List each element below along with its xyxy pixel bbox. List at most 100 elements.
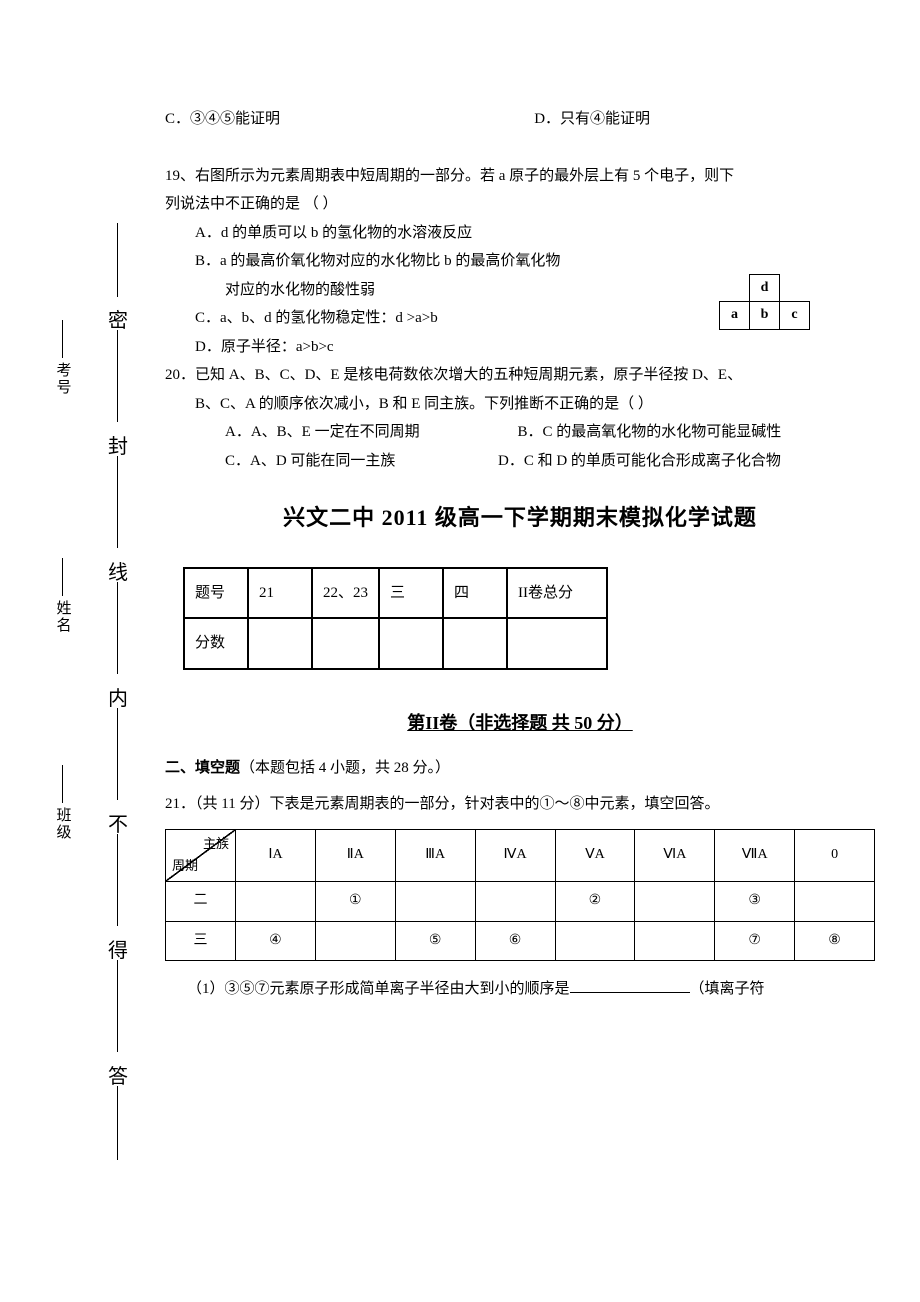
- grid-cell-b: b: [750, 302, 780, 330]
- cell: [795, 881, 875, 921]
- q21-sub1-text-b: （填离子符: [690, 981, 765, 997]
- q21-periodic-table: 主族 周期 ⅠA ⅡA ⅢA ⅣA ⅤA ⅥA ⅦA 0 二 ① ② ③ 三 ④: [165, 829, 875, 961]
- q20-option-c: C．A、D 可能在同一主族: [225, 447, 498, 476]
- col-header: 0: [795, 829, 875, 881]
- q18-option-c: C．③④⑤能证明: [165, 105, 534, 134]
- col-header: ⅥA: [635, 829, 715, 881]
- q19-option-a: A．d 的单质可以 b 的氢化物的水溶液反应: [165, 219, 875, 248]
- answer-blank: [570, 978, 690, 993]
- cell: [395, 881, 475, 921]
- col-header: ⅣA: [475, 829, 555, 881]
- q18-options-row: C．③④⑤能证明 D．只有④能证明: [165, 105, 875, 134]
- margin-label-class: 班级: [48, 765, 77, 841]
- score-cell: [312, 618, 379, 669]
- header-cell: 三: [379, 568, 443, 619]
- q19-option-d: D．原子半径：a>b>c: [165, 333, 875, 362]
- diagonal-header-cell: 主族 周期: [166, 829, 236, 881]
- cell: ②: [555, 881, 635, 921]
- col-header: ⅡA: [315, 829, 395, 881]
- score-cell: [379, 618, 443, 669]
- seal-char: 内: [108, 680, 128, 718]
- table-row: 分数: [184, 618, 607, 669]
- q19-block: 19、右图所示为元素周期表中短周期的一部分。若 a 原子的最外层上有 5 个电子…: [165, 162, 875, 362]
- table-row: 二 ① ② ③: [166, 881, 875, 921]
- cell: [635, 881, 715, 921]
- seal-char: 线: [108, 554, 128, 592]
- period-label: 三: [166, 921, 236, 961]
- grid-cell-empty: [780, 274, 810, 302]
- cell: [236, 881, 316, 921]
- diag-top-label: 主族: [203, 832, 229, 857]
- q20-option-a: A．A、B、E 一定在不同周期: [225, 418, 518, 447]
- underline: [62, 320, 63, 358]
- seal-line: [117, 708, 118, 800]
- fill-blank-label: 二、填空题: [165, 760, 240, 776]
- period-label: 二: [166, 881, 236, 921]
- seal-line: [117, 960, 118, 1052]
- seal-line: [117, 456, 118, 548]
- q20-block: 20．已知 A、B、C、D、E 是核电荷数依次增大的五种短周期元素，原子半径按 …: [165, 361, 875, 475]
- score-cell: [507, 618, 607, 669]
- q19-stem-line2: 列说法中不正确的是 （ ）: [165, 190, 875, 219]
- cell: ⑧: [795, 921, 875, 961]
- header-cell: 22、23: [312, 568, 379, 619]
- col-header: ⅦA: [715, 829, 795, 881]
- cell: [555, 921, 635, 961]
- label-text: 姓名: [48, 600, 77, 634]
- cell: [635, 921, 715, 961]
- underline: [62, 765, 63, 803]
- q21-stem: 21．（共 11 分）下表是元素周期表的一部分，针对表中的①～⑧中元素，填空回答…: [165, 790, 875, 819]
- q21-sub1-text-a: （1）③⑤⑦元素原子形成简单离子半径由大到小的顺序是: [187, 981, 570, 997]
- cell: ①: [315, 881, 395, 921]
- grid-cell-c: c: [780, 302, 810, 330]
- col-header: ⅠA: [236, 829, 316, 881]
- grid-cell-empty: [720, 274, 750, 302]
- cell: ⑦: [715, 921, 795, 961]
- table-row: 主族 周期 ⅠA ⅡA ⅢA ⅣA ⅤA ⅥA ⅦA 0: [166, 829, 875, 881]
- grid-cell-d: d: [750, 274, 780, 302]
- fill-blank-note: （本题包括 4 小题，共 28 分。）: [240, 760, 450, 776]
- seal-char: 答: [108, 1058, 128, 1096]
- seal-char: 密: [108, 302, 128, 340]
- q19-option-b-line1: B．a 的最高价氧化物对应的水化物比 b 的最高价氧化物: [165, 247, 875, 276]
- score-cell: [443, 618, 507, 669]
- header-cell: 21: [248, 568, 312, 619]
- q20-stem-line2: B、C、A 的顺序依次减小，B 和 E 同主族。下列推断不正确的是（ ）: [165, 390, 875, 419]
- diag-bot-label: 周期: [172, 854, 198, 879]
- underline: [62, 558, 63, 596]
- col-header: ⅤA: [555, 829, 635, 881]
- cell: ③: [715, 881, 795, 921]
- exam-title: 兴文二中 2011 级高一下学期期末模拟化学试题: [165, 497, 875, 539]
- margin-label-name: 姓名: [48, 558, 77, 634]
- fill-blank-heading: 二、填空题（本题包括 4 小题，共 28 分。）: [165, 754, 875, 783]
- table-row: 题号 21 22、23 三 四 II卷总分: [184, 568, 607, 619]
- seal-char: 得: [108, 932, 128, 970]
- table-row: 三 ④ ⑤ ⑥ ⑦ ⑧: [166, 921, 875, 961]
- seal-line: [117, 834, 118, 926]
- seal-line: [117, 582, 118, 674]
- seal-char: 不: [108, 806, 128, 844]
- q21-sub1: （1）③⑤⑦元素原子形成简单离子半径由大到小的顺序是 （填离子符: [165, 975, 875, 1004]
- margin-label-exam-number: 考号: [48, 320, 77, 396]
- cell: ④: [236, 921, 316, 961]
- score-label-cell: 分数: [184, 618, 248, 669]
- q19-stem-line1: 19、右图所示为元素周期表中短周期的一部分。若 a 原子的最外层上有 5 个电子…: [165, 162, 875, 191]
- q20-option-b: B．C 的最高氧化物的水化物可能显碱性: [518, 418, 876, 447]
- header-cell: 题号: [184, 568, 248, 619]
- score-table: 题号 21 22、23 三 四 II卷总分 分数: [183, 567, 608, 670]
- seal-line: [117, 223, 118, 297]
- score-cell: [248, 618, 312, 669]
- content-area: C．③④⑤能证明 D．只有④能证明 19、右图所示为元素周期表中短周期的一部分。…: [165, 105, 875, 1004]
- seal-line: [117, 1086, 118, 1160]
- q19-mini-periodic-grid: d a b c: [719, 274, 810, 330]
- seal-char: 封: [108, 428, 128, 466]
- q20-stem-line1: 20．已知 A、B、C、D、E 是核电荷数依次增大的五种短周期元素，原子半径按 …: [165, 361, 875, 390]
- cell: [475, 881, 555, 921]
- header-cell: 四: [443, 568, 507, 619]
- seal-line: [117, 330, 118, 422]
- label-text: 班级: [48, 807, 77, 841]
- grid-cell-a: a: [720, 302, 750, 330]
- q20-option-d: D．C 和 D 的单质可能化合形成离子化合物: [498, 447, 875, 476]
- cell: ⑤: [395, 921, 475, 961]
- section-ii-heading: 第II卷（非选择题 共 50 分）: [165, 706, 875, 740]
